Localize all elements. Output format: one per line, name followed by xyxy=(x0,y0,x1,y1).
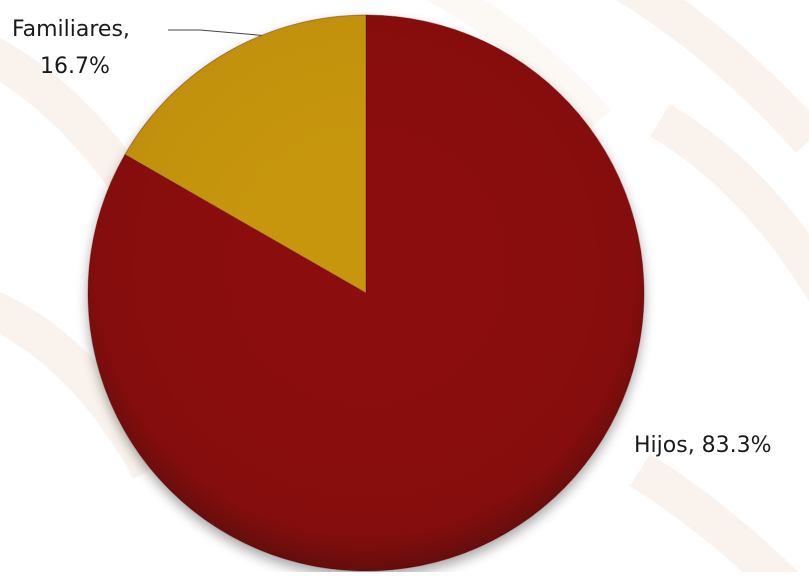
pie-shading xyxy=(88,15,644,571)
data-label-familiares-value: 16.7% xyxy=(40,54,110,79)
leader-line-familiares xyxy=(168,29,262,36)
labels-group: Hijos, 83.3% Familiares, 16.7% xyxy=(12,17,772,458)
data-label-hijos: Hijos, 83.3% xyxy=(634,433,772,458)
pie-group xyxy=(87,14,645,572)
data-label-familiares-name: Familiares, xyxy=(12,17,130,42)
